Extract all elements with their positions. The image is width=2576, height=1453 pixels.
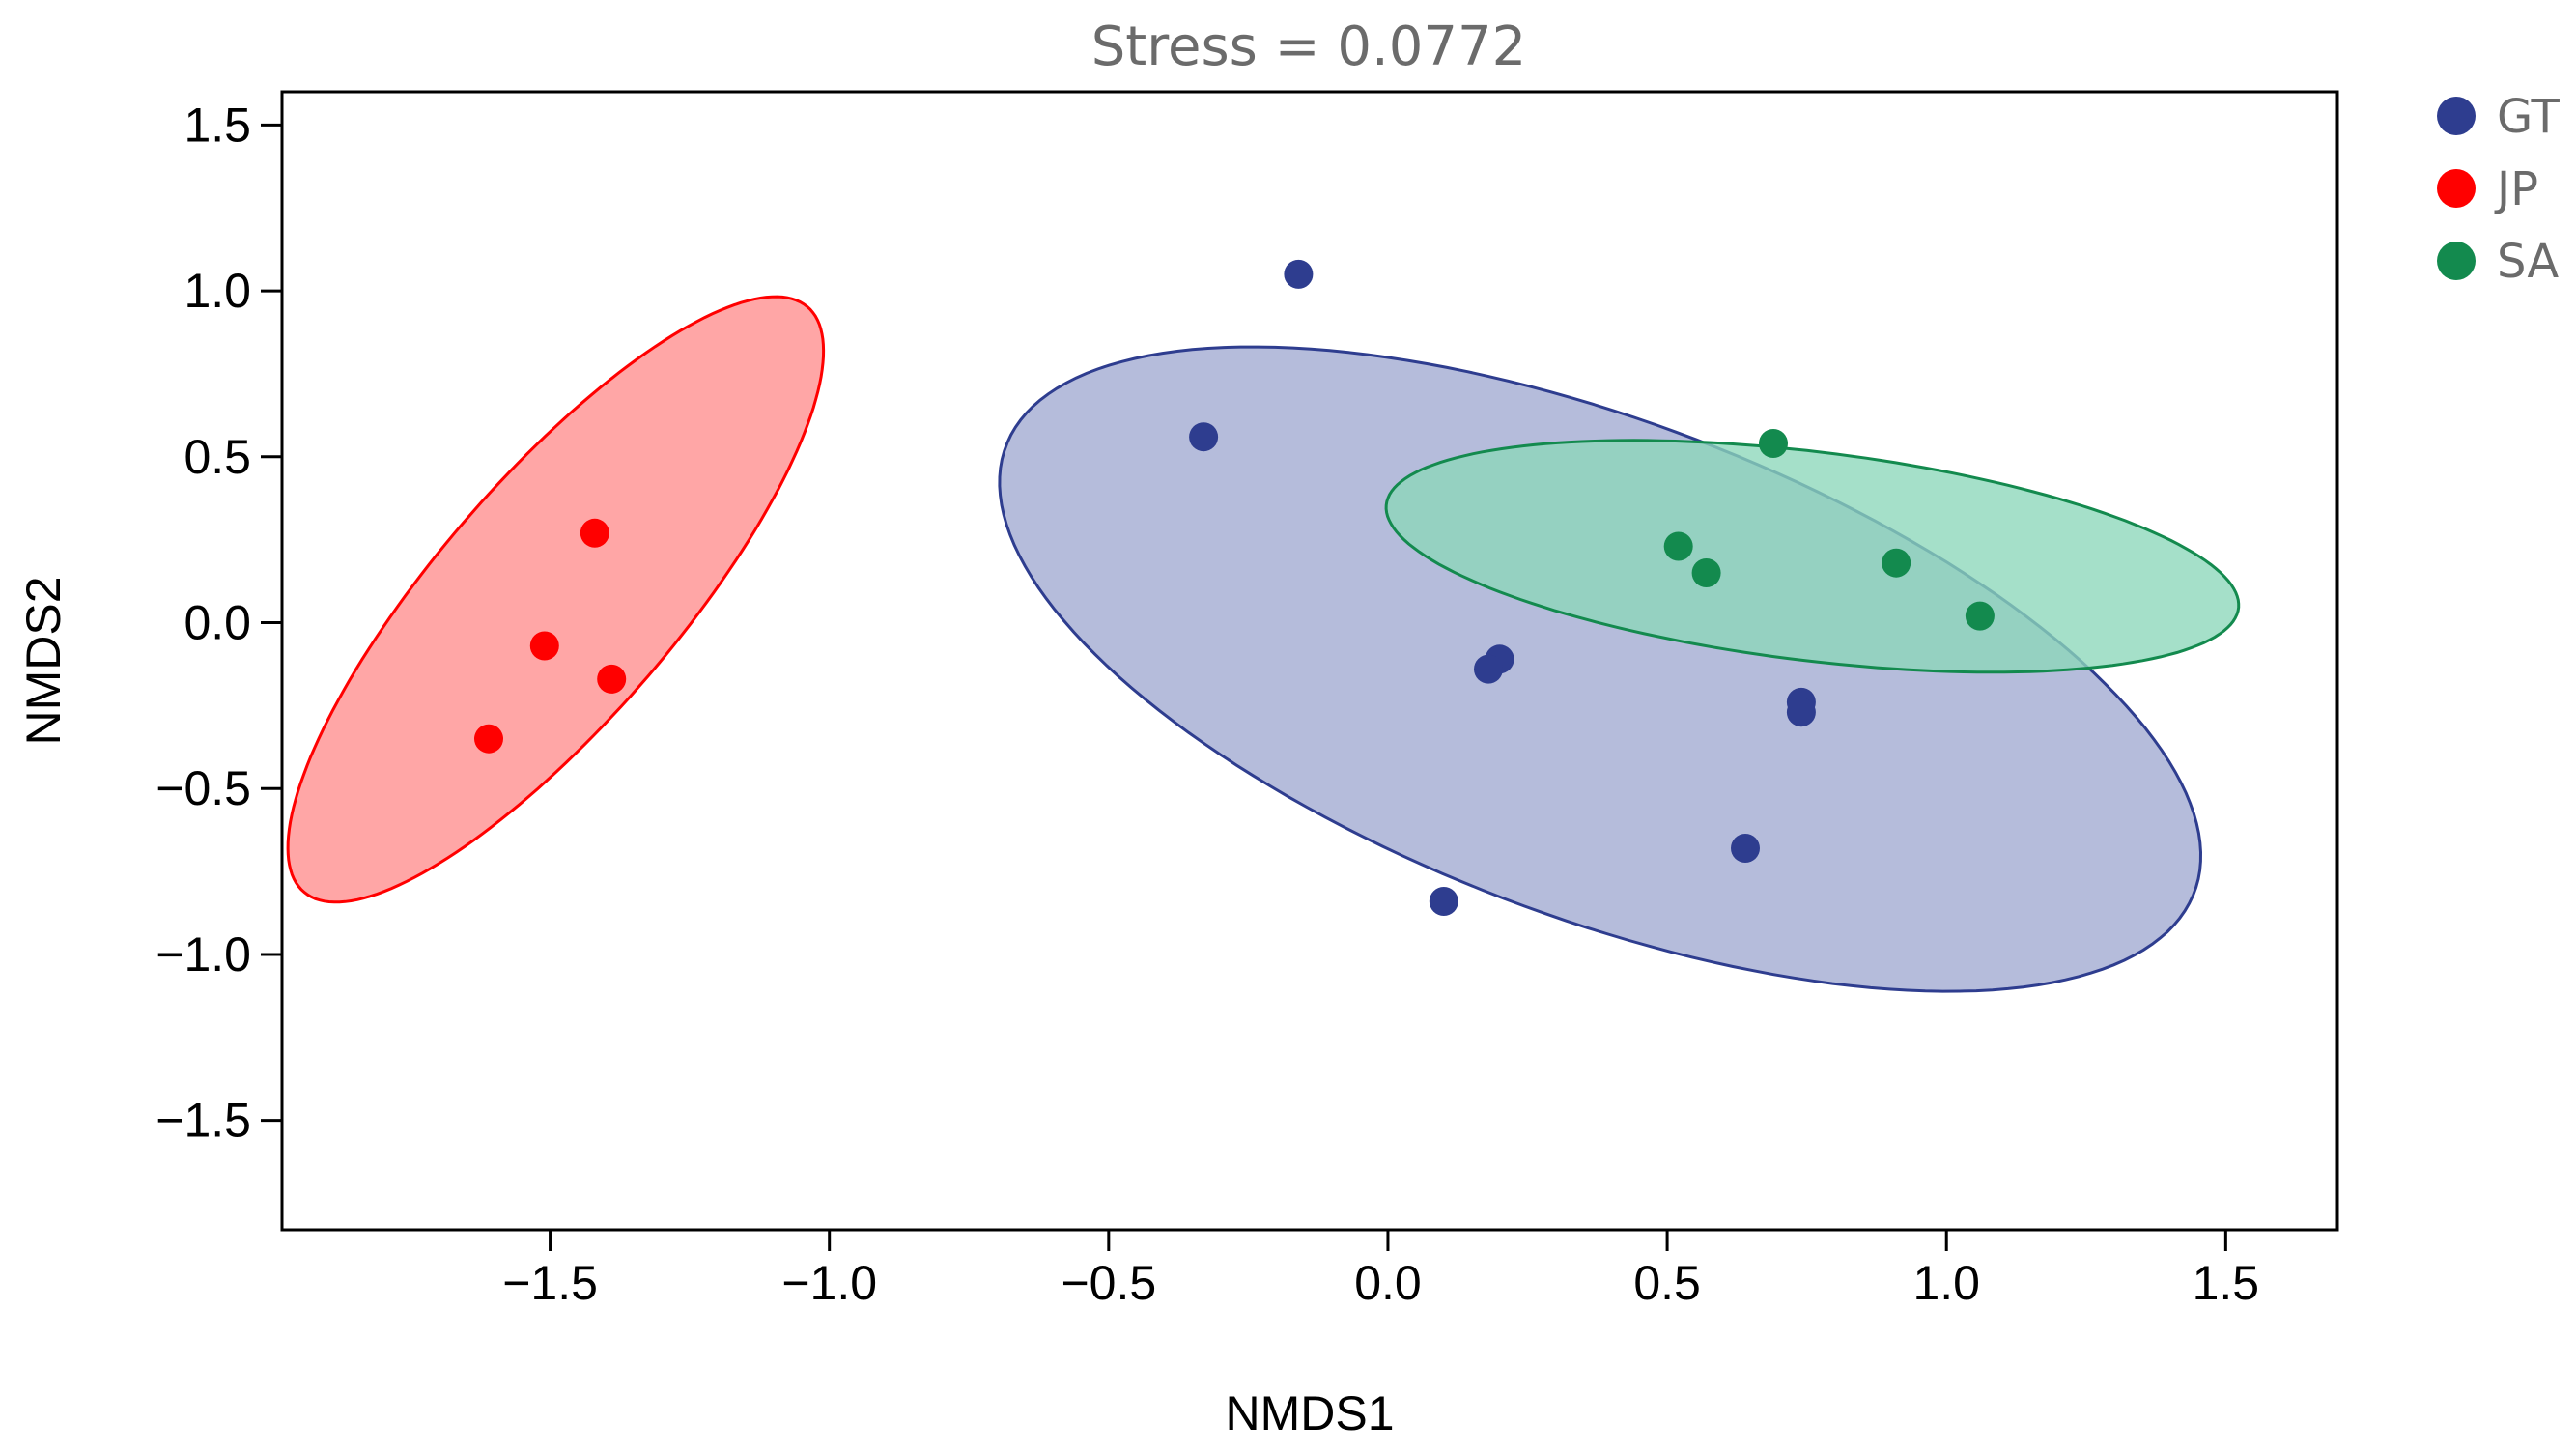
point-sa-2 <box>1663 531 1693 561</box>
y-tick-label: −1.5 <box>156 1094 251 1148</box>
y-tick-label: 1.5 <box>184 98 251 152</box>
y-tick-label: 1.0 <box>184 264 251 318</box>
points-layer <box>474 259 1995 916</box>
point-jp-3 <box>597 664 627 694</box>
legend-label-gt: GT <box>2497 90 2560 144</box>
x-tick-label: −1.5 <box>502 1256 598 1310</box>
point-sa-1 <box>1759 429 1788 458</box>
legend-marker-sa <box>2437 242 2476 280</box>
point-jp-4 <box>474 724 503 754</box>
ellipse-jp <box>286 295 826 904</box>
x-axis-label: NMDS1 <box>1225 1386 1394 1440</box>
point-sa-4 <box>1882 548 1911 578</box>
point-gt-8 <box>1429 887 1458 916</box>
point-jp-1 <box>580 518 609 548</box>
legend-marker-gt <box>2437 97 2476 135</box>
point-gt-4 <box>1474 654 1503 684</box>
y-axis-ticks: 1.5 1.0 0.5 0.0 −0.5 −1.0 −1.5 <box>156 98 282 1148</box>
legend-label-jp: JP <box>2494 162 2538 216</box>
legend-label-sa: SA <box>2497 235 2559 289</box>
x-tick-label: −1.0 <box>781 1256 877 1310</box>
point-gt-6 <box>1786 698 1816 727</box>
legend: GT JP SA <box>2437 90 2560 289</box>
ellipses-layer <box>286 295 2241 993</box>
point-gt-7 <box>1731 834 1760 863</box>
chart-title: Stress = 0.0772 <box>1091 15 1527 78</box>
point-sa-3 <box>1691 558 1721 587</box>
point-gt-2 <box>1189 422 1219 452</box>
plot-frame <box>280 90 2339 1232</box>
ellipse-sa <box>1384 439 2241 674</box>
y-tick-label: −0.5 <box>156 761 251 815</box>
point-jp-2 <box>529 631 559 661</box>
x-tick-label: 0.0 <box>1354 1256 1422 1310</box>
y-tick-label: −1.0 <box>156 927 251 982</box>
point-sa-5 <box>1965 601 1995 631</box>
y-tick-label: 0.5 <box>184 430 251 484</box>
x-axis-ticks: −1.5 −1.0 −0.5 0.0 0.5 1.0 1.5 <box>502 1230 2259 1310</box>
x-tick-label: −0.5 <box>1061 1256 1156 1310</box>
x-tick-label: 1.5 <box>2193 1256 2260 1310</box>
x-tick-label: 0.5 <box>1633 1256 1701 1310</box>
y-axis-label: NMDS2 <box>16 576 71 745</box>
legend-marker-jp <box>2437 169 2476 208</box>
point-gt-1 <box>1284 259 1314 289</box>
x-tick-label: 1.0 <box>1912 1256 1980 1310</box>
y-tick-label: 0.0 <box>184 596 251 650</box>
